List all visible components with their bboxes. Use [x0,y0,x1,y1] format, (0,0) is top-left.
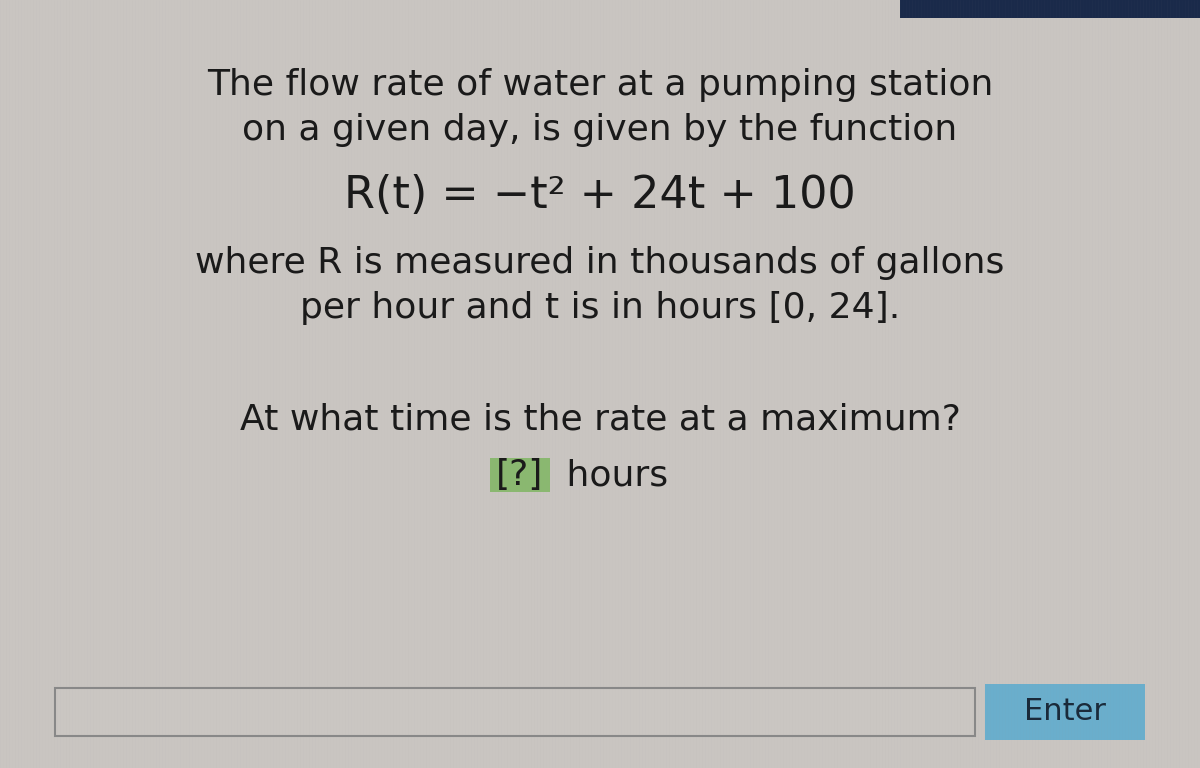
FancyBboxPatch shape [900,0,1200,18]
FancyBboxPatch shape [985,684,1145,740]
Text: R(t) = −t² + 24t + 100: R(t) = −t² + 24t + 100 [344,174,856,217]
Text: At what time is the rate at a maximum?: At what time is the rate at a maximum? [240,403,960,437]
FancyBboxPatch shape [490,458,550,492]
Text: The flow rate of water at a pumping station: The flow rate of water at a pumping stat… [206,68,994,102]
Text: on a given day, is given by the function: on a given day, is given by the function [242,113,958,147]
FancyBboxPatch shape [55,688,974,736]
Text: per hour and t is in hours [0, 24].: per hour and t is in hours [0, 24]. [300,291,900,325]
Text: [?]: [?] [497,458,544,492]
Text: Enter: Enter [1024,697,1106,727]
Text: where R is measured in thousands of gallons: where R is measured in thousands of gall… [196,246,1004,280]
Text: hours: hours [554,458,668,492]
